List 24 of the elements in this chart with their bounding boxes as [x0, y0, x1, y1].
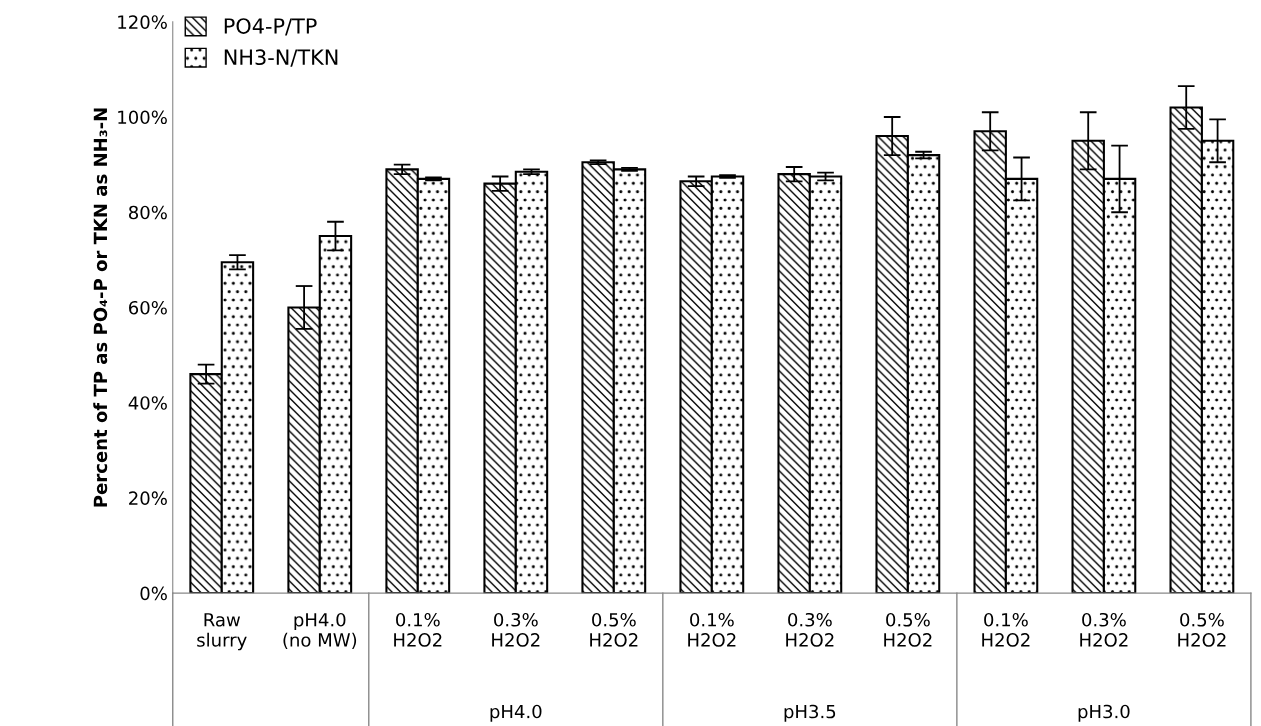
y-tick-label: 40%: [128, 396, 167, 410]
y-tick-label: 20%: [129, 491, 167, 506]
text: pH3.0: [1078, 704, 1130, 722]
x-tick-label: 0.1% H2O2: [982, 612, 1030, 647]
text: pH4.0: [490, 704, 542, 722]
x-tick-label: 0.5% H2O2: [1178, 612, 1226, 647]
x-tick-label: 0.5% H2O2: [590, 612, 638, 647]
x-tick-label: 0.5% H2O2: [884, 612, 932, 647]
legend-label: NH3-N/TKN: [224, 49, 338, 67]
y-axis-title: Percent of TP as PO₄-P or TKN as NH₃-N: [93, 108, 108, 507]
x-tick-label: 0.1% H2O2: [394, 612, 442, 647]
legend-label: PO4-P/TP: [224, 18, 317, 36]
x-tick-label: 0.3% H2O2: [1080, 612, 1128, 647]
y-tick-label: 60%: [129, 300, 167, 315]
y-tick-label: 100%: [118, 110, 167, 125]
x-tick-label: 0.1% H2O2: [688, 612, 736, 647]
text: pH3.5: [784, 704, 836, 722]
x-tick-label: pH4.0 (no MW): [283, 612, 357, 649]
x-tick-label: Raw slurry: [197, 613, 247, 651]
x-tick-label: 0.3% H2O2: [786, 612, 834, 647]
y-tick-label: 80%: [128, 205, 167, 220]
y-tick-label: 120%: [118, 15, 167, 29]
x-tick-label: 0.3% H2O2: [492, 612, 540, 647]
y-tick-label: 0%: [140, 586, 167, 601]
